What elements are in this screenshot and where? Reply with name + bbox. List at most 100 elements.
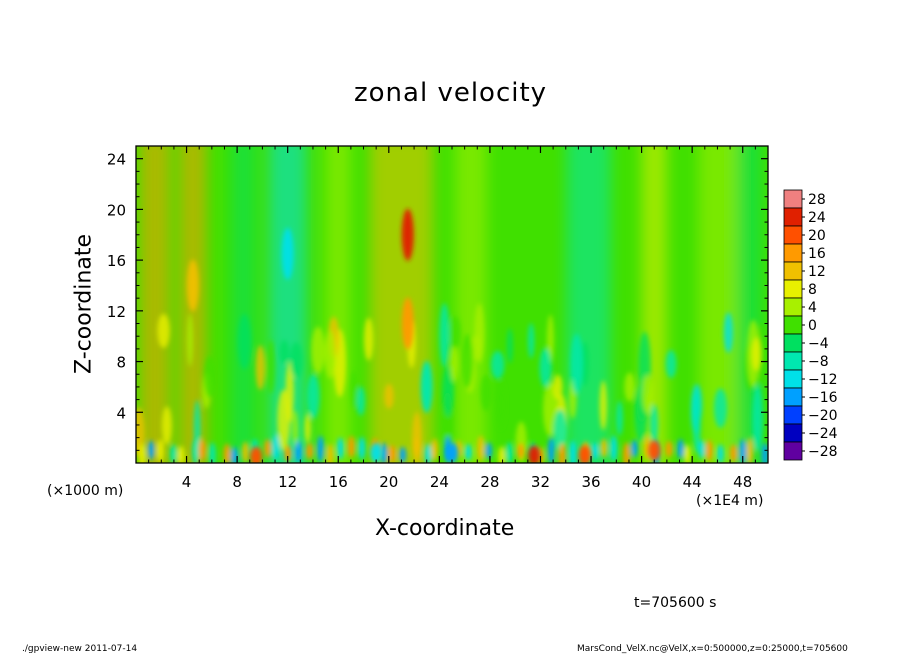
x-tick-label: 4 (182, 473, 192, 491)
colorbar-label: 12 (808, 264, 826, 280)
footer-left: ./gpview-new 2011-07-14 (22, 644, 138, 654)
colorbar-swatch (783, 351, 803, 371)
field-eddy (350, 370, 358, 409)
field-eddy (490, 350, 505, 379)
colorbar-swatch (783, 297, 803, 317)
field-eddy (237, 313, 252, 370)
field-surface-cell (231, 446, 239, 463)
field-surface-cell (284, 445, 292, 463)
field-surface-cell (739, 439, 747, 463)
field-surface-cell (600, 438, 608, 458)
y-tick-label: 8 (116, 354, 126, 372)
field-eddy (723, 312, 734, 353)
field-band (325, 146, 351, 463)
field-eddy (581, 341, 589, 387)
field-eddy (266, 339, 275, 394)
field-surface-cell (326, 443, 334, 463)
field-surface-cell (223, 443, 231, 463)
x-tick-label: 24 (430, 473, 449, 491)
field-eddy (364, 317, 374, 361)
field-surface-cell (746, 437, 754, 463)
field-surface-cell (388, 445, 396, 463)
y-tick-label: 16 (107, 252, 126, 270)
field-eddy (307, 373, 320, 419)
field-surface-cell (169, 444, 177, 463)
colorbar-swatch (783, 333, 803, 353)
field-surface-cell (156, 439, 164, 463)
field-eddy (539, 347, 552, 388)
field-surface-cell (677, 439, 685, 459)
field-eddy (450, 346, 459, 382)
colorbar-swatch (783, 369, 803, 389)
field-eddy (356, 386, 366, 416)
colorbar-label: 8 (808, 282, 817, 298)
colorbar-swatch (783, 405, 803, 425)
field-surface-cell (242, 441, 250, 463)
field-surface-cell (380, 442, 388, 463)
heatmap-small-structures (136, 303, 768, 463)
field-surface-cell (665, 441, 673, 458)
field-surface-cell (498, 446, 506, 463)
y-tick-label: 12 (107, 303, 126, 321)
field-surface-cell (177, 445, 185, 463)
field-surface-cell (517, 443, 525, 460)
colorbar-swatch (783, 279, 803, 299)
colorbar-label: −24 (808, 426, 838, 442)
field-surface-cell (264, 439, 272, 458)
field-feature (250, 446, 263, 463)
field-surface-cell (399, 446, 407, 463)
x-tick-label: 48 (733, 473, 752, 491)
field-surface-cell (683, 444, 691, 463)
field-eddy (448, 315, 461, 350)
heatmap-features (186, 208, 661, 463)
x-tick-label: 8 (232, 473, 242, 491)
field-eddy (692, 388, 701, 453)
field-eddy (649, 403, 659, 445)
colorbar: 28 24 20 16 12 8 4 0 −4 −8 −12 −16 −20 −24 −28 (783, 189, 838, 461)
colorbar-label: 0 (808, 318, 817, 334)
colorbar-swatch (783, 441, 803, 461)
x-tick-label: 20 (379, 473, 398, 491)
field-feature (281, 227, 294, 280)
x-unit-right: (×1E4 m) (696, 493, 764, 509)
field-eddy (324, 330, 336, 379)
field-surface-cell (147, 440, 155, 460)
field-eddy (624, 372, 635, 402)
x-tick-label: 40 (632, 473, 651, 491)
field-surface-cell (569, 440, 577, 463)
field-eddy (311, 326, 325, 374)
field-eddy (599, 380, 608, 431)
field-surface-cell (485, 442, 493, 460)
field-surface-cell (623, 442, 631, 463)
field-feature (401, 297, 414, 350)
field-eddy (442, 365, 454, 417)
field-feature (401, 208, 414, 261)
time-label: t=705600 s (634, 595, 717, 611)
field-surface-cell (630, 439, 638, 458)
colorbar-label: −4 (808, 336, 829, 352)
field-eddy (543, 382, 558, 437)
field-surface-cell (547, 437, 555, 463)
field-band (455, 146, 487, 463)
field-feature (528, 445, 541, 463)
field-eddy (641, 375, 653, 414)
field-surface-cell (424, 443, 432, 463)
colorbar-swatch (783, 423, 803, 443)
heatmap-field (136, 146, 768, 463)
y-tick-label: 4 (116, 404, 126, 422)
field-eddy (552, 374, 563, 401)
field-surface-cell (347, 435, 355, 458)
footer-right: MarsCond_VelX.nc@VelX,x=0:500000,z=0:250… (577, 644, 848, 654)
field-eddy (157, 313, 170, 349)
field-feature (446, 442, 458, 463)
field-eddy (285, 361, 294, 424)
field-eddy (756, 322, 768, 387)
y-axis: 4 8 12 16 20 24 (107, 151, 768, 451)
field-surface-cell (272, 434, 280, 461)
y-tick-label: 24 (107, 151, 126, 169)
field-surface-cell (317, 435, 325, 463)
field-surface-cell (591, 442, 599, 460)
field-surface-cell (198, 439, 206, 461)
field-surface-cell (412, 438, 420, 457)
field-surface-cell (477, 435, 485, 462)
